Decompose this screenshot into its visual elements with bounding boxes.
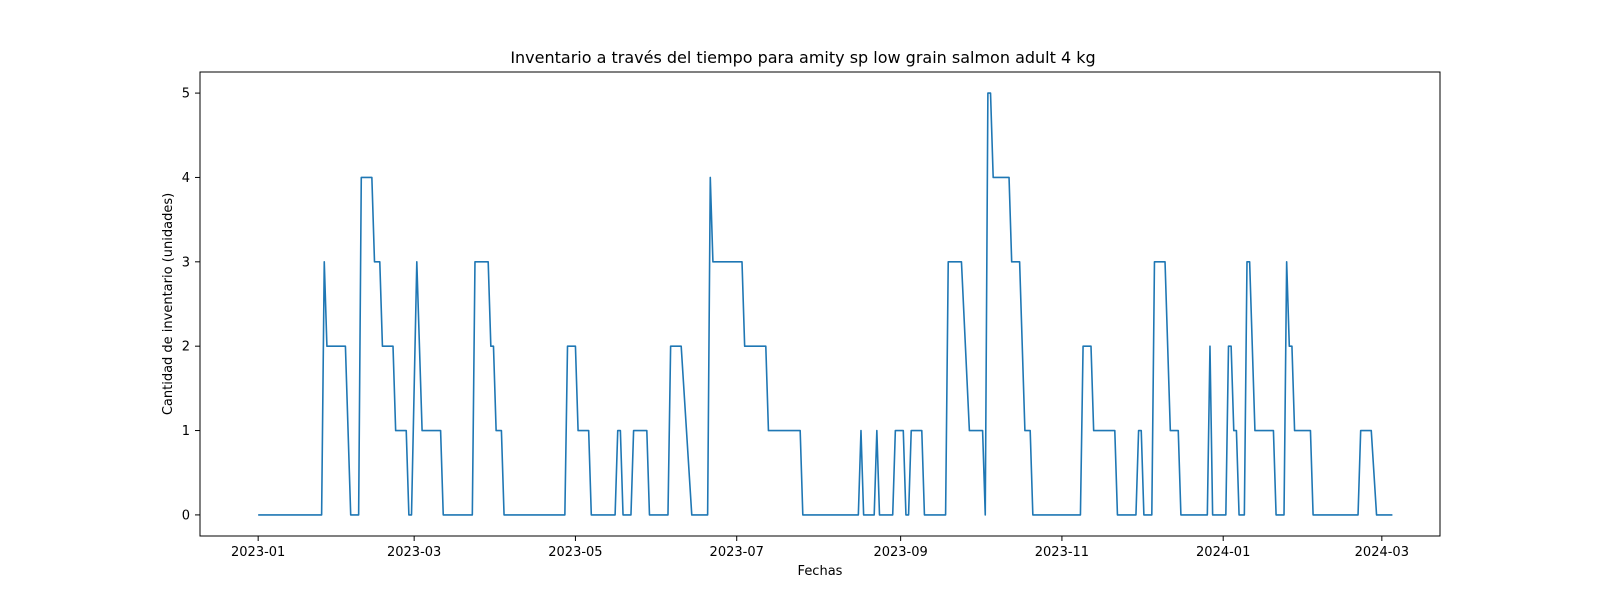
series-line-0 xyxy=(258,92,1393,516)
y-tick-label: 3 xyxy=(182,255,190,270)
plot-frame xyxy=(199,71,1441,537)
x-axis-title: Fechas xyxy=(798,564,843,579)
x-tick-label: 2024-03 xyxy=(1355,545,1409,560)
chart-title: Inventario a través del tiempo para amit… xyxy=(510,48,1095,67)
y-axis-title: Cantidad de inventario (unidades) xyxy=(161,193,176,415)
y-tick-label: 2 xyxy=(182,340,190,355)
y-tick-label: 1 xyxy=(182,424,190,439)
x-tick-label: 2023-01 xyxy=(231,545,285,560)
plot-area xyxy=(258,92,1393,516)
x-tick-label: 2023-11 xyxy=(1035,545,1089,560)
y-tick-label: 5 xyxy=(182,87,190,102)
y-tick-label: 4 xyxy=(182,171,190,186)
x-tick-label: 2023-03 xyxy=(387,545,441,560)
x-tick-label: 2023-07 xyxy=(710,545,764,560)
x-tick-label: 2023-05 xyxy=(548,545,602,560)
y-axis-ticks: 0 1 2 3 4 5 xyxy=(182,87,200,523)
y-tick-label: 0 xyxy=(182,508,190,523)
x-tick-label: 2023-09 xyxy=(873,545,927,560)
x-axis-ticks: 2023-01 2023-03 2023-05 2023-07 2023-09 2023-… xyxy=(231,536,1409,560)
x-tick-label: 2024-01 xyxy=(1196,545,1250,560)
